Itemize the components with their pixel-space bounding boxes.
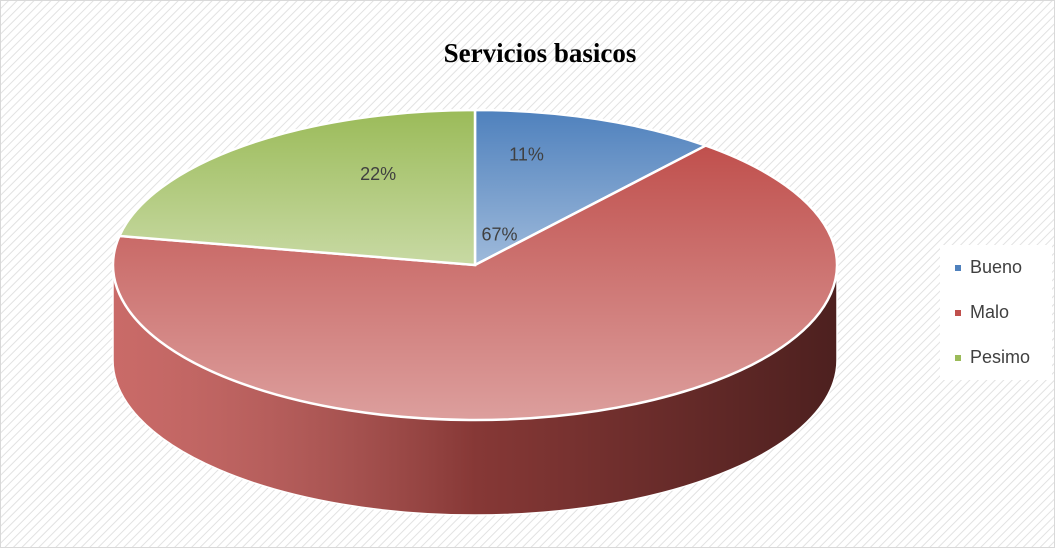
data-label: 11% — [509, 144, 544, 164]
legend-swatch — [955, 310, 961, 316]
legend-label: Pesimo — [970, 347, 1030, 367]
data-label: 22% — [360, 164, 396, 184]
chart-title: Servicios basicos — [444, 38, 637, 68]
legend-label: Malo — [970, 302, 1009, 322]
legend-swatch — [955, 355, 961, 361]
top-shade — [117, 108, 477, 267]
top-shade — [111, 144, 839, 422]
top-shade — [473, 108, 709, 268]
legend-swatch — [955, 265, 961, 271]
data-label: 67% — [482, 225, 518, 245]
legend-label: Bueno — [970, 257, 1022, 277]
